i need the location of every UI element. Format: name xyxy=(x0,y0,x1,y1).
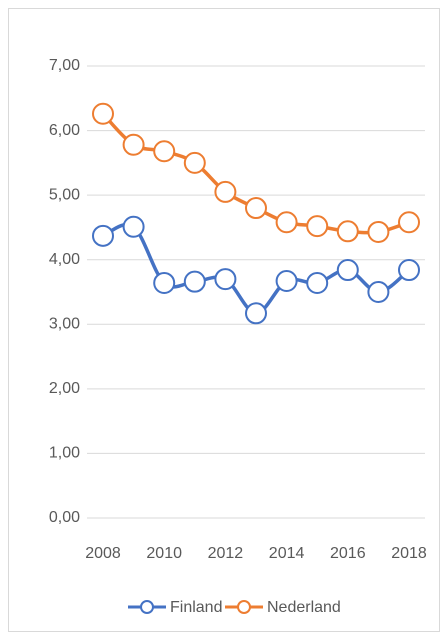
x-tick-label: 2010 xyxy=(146,545,182,562)
marker xyxy=(336,259,359,282)
marker xyxy=(153,271,176,294)
y-tick-label: 3,00 xyxy=(49,316,80,333)
marker xyxy=(275,211,298,234)
y-tick-label: 2,00 xyxy=(49,380,80,397)
y-tick-label: 4,00 xyxy=(49,251,80,268)
marker xyxy=(122,133,145,156)
marker xyxy=(183,151,206,174)
marker xyxy=(367,220,390,243)
marker xyxy=(92,102,114,125)
x-tick-label: 2018 xyxy=(391,545,427,562)
chart-border xyxy=(8,8,440,632)
legend-marker xyxy=(237,600,251,614)
marker xyxy=(214,180,237,203)
y-tick-label: 5,00 xyxy=(49,186,80,203)
marker xyxy=(398,259,420,282)
marker xyxy=(306,271,329,294)
marker xyxy=(367,281,390,303)
marker xyxy=(306,215,329,238)
x-tick-label: 2012 xyxy=(208,545,244,562)
y-tick-label: 6,00 xyxy=(49,122,80,139)
legend-label: Nederland xyxy=(267,599,341,616)
legend-label: Finland xyxy=(170,599,222,616)
marker xyxy=(245,197,267,220)
y-tick-label: 1,00 xyxy=(49,445,80,462)
x-tick-label: 2008 xyxy=(85,545,121,562)
x-tick-label: 2016 xyxy=(330,545,366,562)
marker xyxy=(153,140,176,163)
marker xyxy=(183,270,206,293)
x-tick-label: 2014 xyxy=(269,545,305,562)
marker xyxy=(214,268,237,291)
marker xyxy=(92,224,114,247)
marker xyxy=(122,215,145,238)
y-tick-label: 0,00 xyxy=(49,509,80,526)
y-tick-label: 7,00 xyxy=(49,57,80,74)
marker xyxy=(336,220,359,243)
legend-marker xyxy=(140,600,154,614)
marker xyxy=(245,302,267,325)
marker xyxy=(398,211,420,234)
marker xyxy=(275,270,298,293)
